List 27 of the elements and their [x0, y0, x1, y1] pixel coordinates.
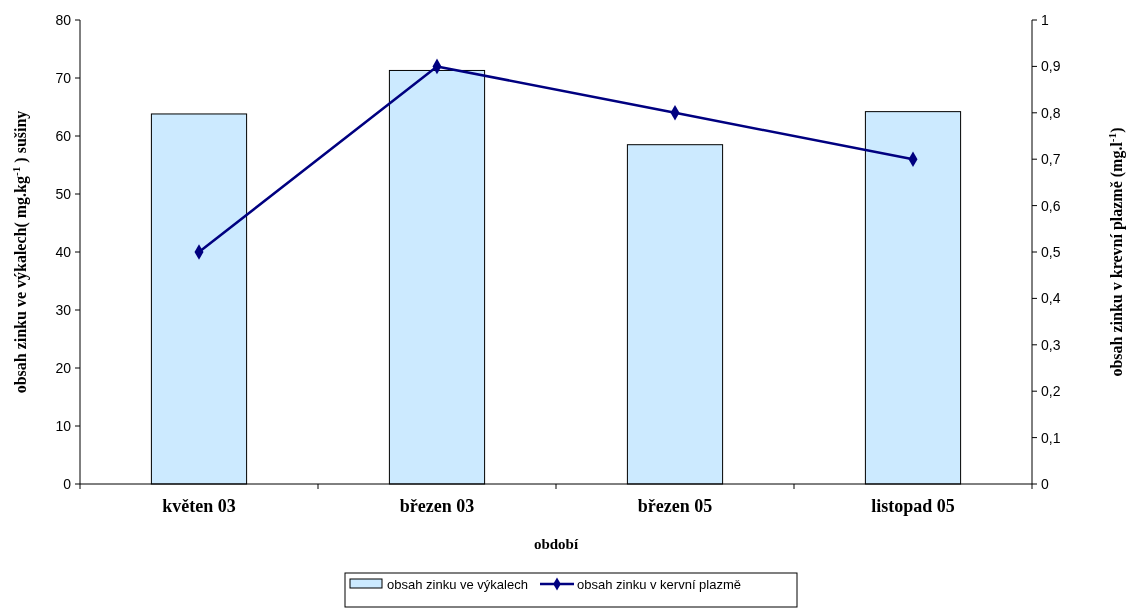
y2-tick-label: 0,2	[1041, 383, 1061, 400]
y-tick-label: 10	[55, 417, 72, 434]
x-axis-title: období	[533, 536, 579, 552]
y-tick-label: 70	[55, 69, 72, 86]
y2-tick-label: 0,1	[1041, 429, 1061, 446]
y-tick-label: 0	[63, 475, 72, 492]
x-tick-label: listopad 05	[871, 496, 955, 516]
legend-label: obsah zinku v kervní plazmě	[577, 576, 742, 592]
x-tick-label: březen 03	[399, 496, 475, 516]
y2-tick-label: 0	[1041, 475, 1049, 492]
y2-tick-label: 0,5	[1041, 243, 1061, 260]
y2-tick-label: 0,9	[1041, 58, 1061, 75]
y-tick-label: 30	[55, 301, 72, 318]
y-tick-label: 20	[55, 359, 72, 376]
y-tick-label: 50	[55, 185, 72, 202]
legend-label: obsah zinku ve výkalech	[387, 576, 528, 592]
x-tick-label: březen 05	[637, 496, 713, 516]
x-tick-label: květen 03	[162, 496, 236, 516]
y2-tick-label: 0,7	[1041, 151, 1061, 168]
y2-tick-label: 1	[1041, 11, 1049, 28]
y2-tick-label: 0,8	[1041, 104, 1061, 121]
y2-tick-label: 0,3	[1041, 336, 1061, 353]
y2-tick-label: 0,6	[1041, 197, 1061, 214]
y-tick-label: 60	[55, 127, 72, 144]
y-tick-label: 40	[55, 243, 72, 260]
y-tick-label: 80	[55, 11, 72, 28]
y2-tick-label: 0,4	[1041, 290, 1061, 307]
